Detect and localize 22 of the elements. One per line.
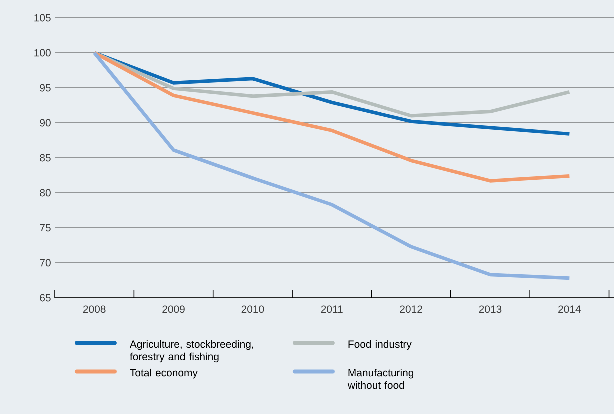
legend-label: Total economy (130, 368, 198, 379)
legend-label: Manufacturing without food (348, 368, 414, 390)
legend-label: Agriculture, stockbreeding, forestry and fishing (130, 340, 254, 363)
line-series (92, 51, 572, 118)
x-tick-label: 2014 (558, 306, 581, 314)
x-tick-label: 2011 (321, 306, 343, 314)
y-tick-label: 95 (40, 84, 51, 92)
line-series (92, 51, 572, 280)
y-tick-label: 100 (34, 49, 51, 57)
y-tick-label: 80 (40, 189, 51, 197)
y-tick-label: 65 (40, 294, 51, 302)
y-tick-label: 105 (34, 14, 51, 22)
x-tick-label: 2012 (400, 306, 422, 314)
x-tick-label: 2010 (242, 306, 264, 314)
y-tick-label: 90 (40, 119, 51, 127)
y-tick-label: 85 (40, 154, 51, 162)
x-tick-label: 2008 (83, 306, 106, 314)
x-tick-label: 2013 (479, 306, 502, 314)
y-tick-label: 75 (40, 224, 51, 232)
x-tick-label: 2009 (162, 306, 185, 314)
y-tick-label: 70 (40, 259, 51, 267)
legend-label: Food industry (348, 340, 412, 350)
